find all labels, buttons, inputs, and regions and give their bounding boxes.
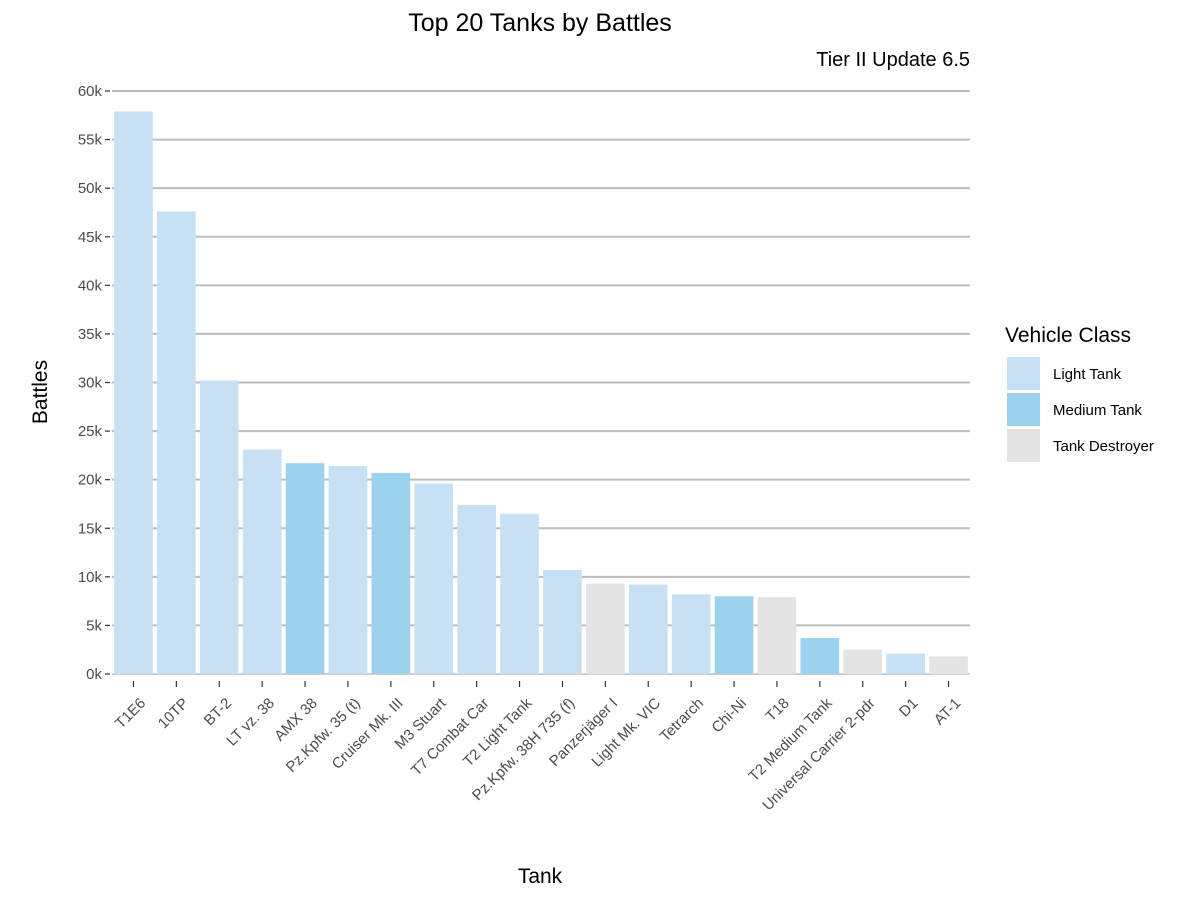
legend-title: Vehicle Class — [1005, 324, 1131, 347]
x-axis-title: Tank — [518, 865, 563, 888]
chart-title: Top 20 Tanks by Battles — [408, 9, 672, 37]
legend-label: Tank Destroyer — [1053, 438, 1154, 455]
y-tick-label: 20k — [78, 472, 103, 489]
x-tick-label: T18 — [762, 695, 792, 725]
x-tick-label: Chi-Ni — [708, 695, 749, 736]
x-tick-label: BT-2 — [201, 695, 235, 729]
bar — [285, 463, 325, 674]
bar — [843, 649, 883, 674]
y-tick-label: 15k — [78, 520, 103, 537]
y-tick-label: 35k — [78, 326, 103, 343]
bar — [157, 211, 196, 674]
x-tick-label: 10TP — [155, 695, 192, 732]
y-tick-label: 25k — [78, 423, 103, 440]
bar — [371, 472, 411, 674]
bar — [114, 111, 153, 674]
bar — [628, 584, 668, 674]
legend-label: Light Tank — [1053, 366, 1122, 383]
bar — [328, 466, 368, 674]
bar — [714, 596, 754, 674]
bar — [929, 656, 968, 674]
bar — [242, 449, 282, 674]
gridlines — [112, 90, 970, 675]
y-tick-label: 55k — [78, 132, 103, 149]
bar — [757, 597, 797, 674]
y-tick-label: 5k — [86, 617, 102, 634]
bar — [457, 504, 496, 674]
y-tick-label: 0k — [86, 666, 102, 683]
y-tick-label: 30k — [78, 375, 103, 392]
x-tick-label: AT-1 — [931, 695, 965, 729]
y-tick-label: 40k — [78, 277, 103, 294]
bar — [586, 583, 625, 674]
bar — [543, 570, 582, 674]
y-axis: 0k 5k 10k 15k 20k 25k 30k 35k 40k 45k 50k 55k 60k — [78, 83, 110, 683]
legend-swatch — [1007, 393, 1040, 426]
bar — [500, 513, 539, 674]
legend-swatch — [1007, 357, 1040, 390]
x-tick-label: Tetrarch — [657, 695, 707, 745]
legend-label: Medium Tank — [1053, 402, 1142, 419]
y-tick-label: 45k — [78, 229, 103, 246]
bar — [800, 638, 840, 674]
legend: Vehicle Class Light Tank Medium Tank Tank … — [1005, 324, 1154, 462]
legend-swatch — [1007, 429, 1040, 462]
bar — [671, 594, 711, 674]
bar — [199, 380, 239, 674]
y-tick-label: 60k — [78, 83, 103, 100]
chart-subtitle: Tier II Update 6.5 — [816, 49, 970, 71]
bars — [114, 111, 968, 674]
x-tick-label: D1 — [896, 695, 922, 721]
x-tick-label: T1E6 — [112, 695, 149, 732]
y-axis-title: Battles — [29, 360, 52, 424]
bar — [414, 483, 454, 674]
x-tick-label: Pz.Kpfw. 35 (t) — [283, 695, 364, 776]
y-tick-label: 10k — [78, 569, 103, 586]
y-tick-label: 50k — [78, 180, 103, 197]
x-tick-label: LT vz. 38 — [223, 695, 278, 750]
bar — [886, 653, 925, 674]
